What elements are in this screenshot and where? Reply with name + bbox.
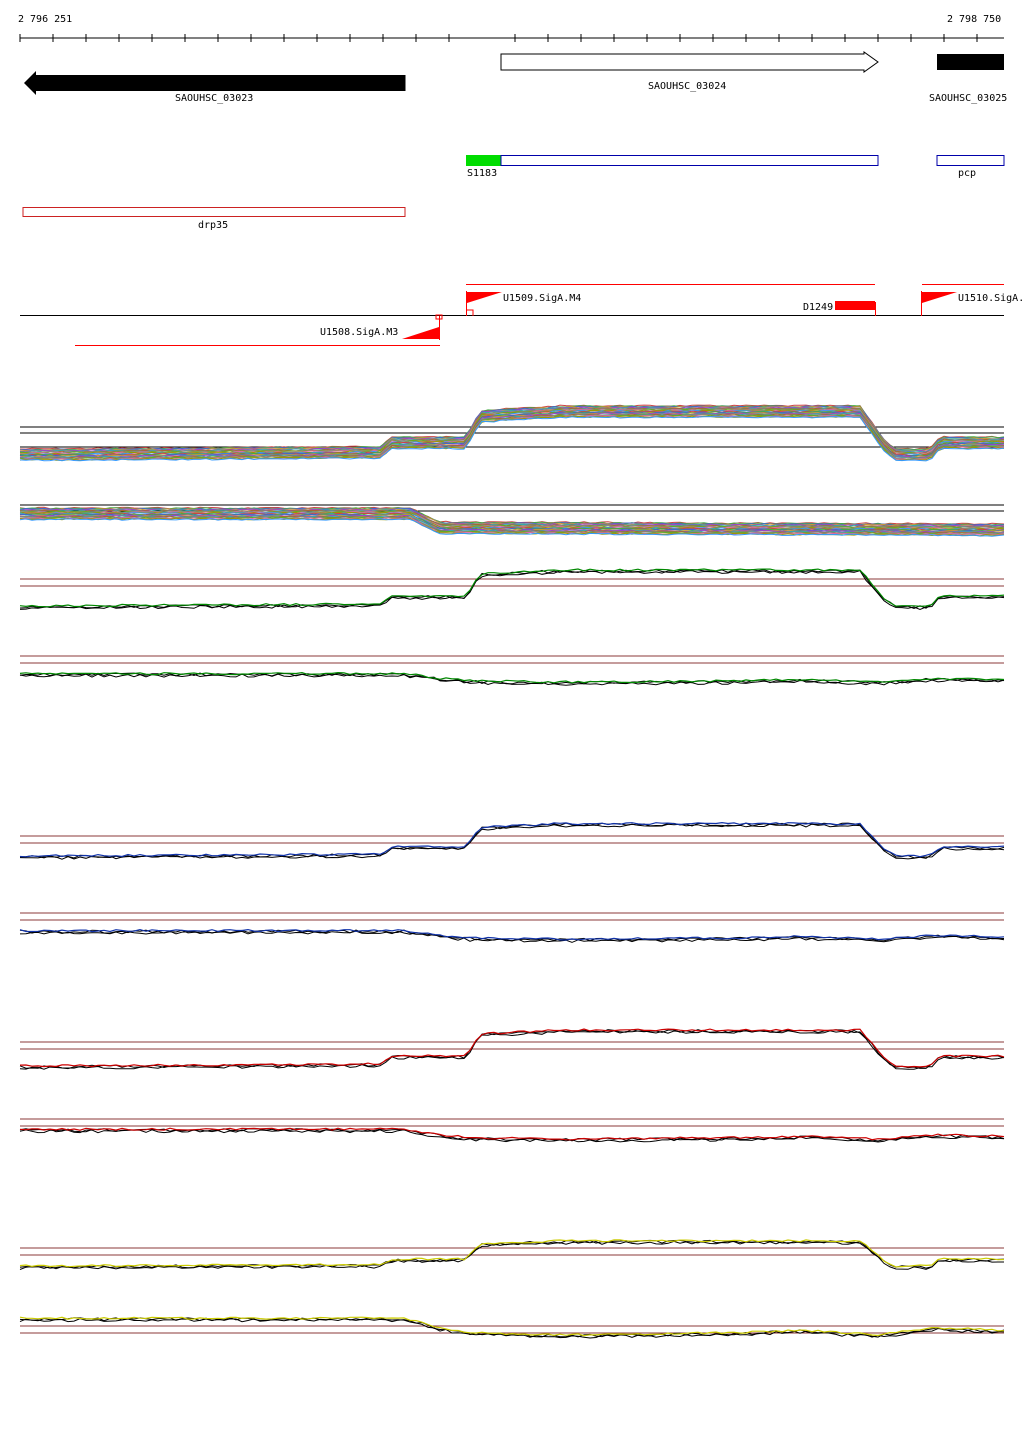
promoter-u1509-flag-icon[interactable] [467,292,502,303]
feature-label-drp35: drp35 [198,220,228,231]
promoter-label-u1509: U1509.SigA.M4 [503,293,581,304]
track-colored-series [19,821,1005,858]
overlay-series-line [19,405,1005,452]
gene-arrow-saouhsc-03023[interactable] [24,71,405,95]
promoter-label-u1510: U1510.SigA. [958,293,1024,304]
overlay-series-line [19,408,1005,454]
terminator-label-d1249: D1249 [803,302,833,313]
promoter-u1509-hook [466,309,474,316]
track-colored-series [19,671,1005,684]
promoter-track: U1509.SigA.M4 D1249 U1510.SigA. U1508.Si… [20,284,1024,346]
promoter-u1508-hook [435,314,443,320]
overlay-series-line [19,416,1005,462]
gene-box-saouhsc-03025[interactable] [937,54,1004,70]
promoter-u1510-flag-icon[interactable] [922,292,957,303]
track-colored-series [19,1239,1005,1268]
feature-track: S1183 pcp drp35 [22,155,1005,231]
track-black-series [19,822,1005,859]
promoter-label-u1508: U1508.SigA.M3 [320,327,398,338]
gene-track: SAOUHSC_03023 SAOUHSC_03024 SAOUHSC_0302… [24,51,1007,104]
overlay-series-line [19,414,1005,461]
ruler-ticks [19,34,978,42]
track-black-series [19,929,1005,942]
track-black-series [19,1029,1005,1070]
gene-label-saouhsc-03025: SAOUHSC_03025 [929,93,1007,104]
coordinate-ruler: 2 796 251 2 798 750 [18,14,1004,42]
expression-tracks [19,404,1005,1339]
track-colored-series [19,1028,1005,1068]
feature-pcp-box[interactable] [936,155,1005,166]
terminator-d1249-box[interactable] [835,301,875,310]
track-black-series [19,1128,1005,1142]
feature-drp35-box[interactable] [22,207,406,217]
feature-s1183-extent[interactable] [500,155,879,166]
track-colored-series [19,1127,1005,1141]
track-black-series [19,672,1005,685]
gene-label-saouhsc-03023: SAOUHSC_03023 [175,93,253,104]
track-black-series [19,823,1005,860]
overlay-series-line [19,518,1005,537]
track-black-series [19,569,1005,609]
gene-arrow-saouhsc-03024[interactable] [500,51,879,73]
feature-label-pcp: pcp [958,168,976,179]
start-coordinate: 2 796 251 [18,14,72,25]
feature-s1183-box[interactable] [466,155,501,166]
gene-label-saouhsc-03024: SAOUHSC_03024 [648,81,726,92]
track-colored-series [19,1316,1005,1337]
track-black-series [19,570,1005,611]
track-colored-series [19,928,1005,941]
feature-label-s1183: S1183 [467,168,497,179]
end-coordinate: 2 798 750 [947,14,1001,25]
track-colored-series [19,568,1005,608]
track-black-series [19,673,1005,686]
promoter-u1508-flag-icon[interactable] [402,327,439,339]
overlay-series-line [19,507,1005,526]
